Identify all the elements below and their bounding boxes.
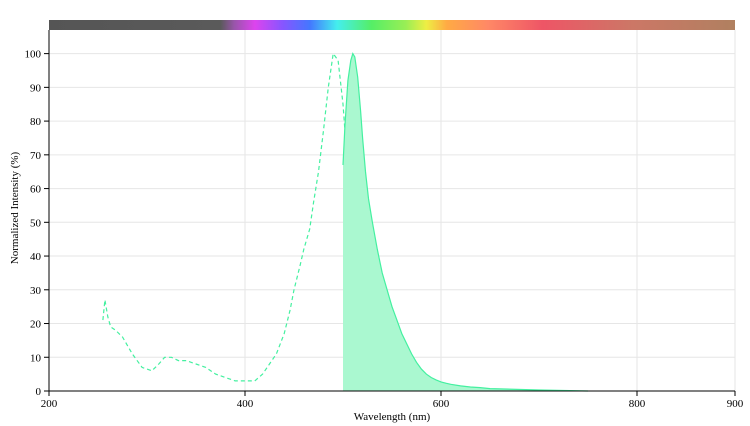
y-tick-label: 80	[30, 116, 42, 128]
y-tick-label: 60	[30, 184, 42, 196]
spectrum-bar	[49, 20, 735, 30]
series-layer	[102, 52, 589, 392]
x-tick-label: 600	[433, 398, 450, 410]
y-tick-label: 30	[30, 285, 42, 297]
x-axis-label: Wavelength (nm)	[354, 411, 431, 423]
x-tick-label: 200	[41, 398, 58, 410]
y-tick-label: 100	[25, 49, 42, 61]
x-tick-label: 400	[237, 398, 254, 410]
y-tick-label: 10	[30, 352, 42, 364]
emission-line	[342, 52, 589, 392]
excitation-line	[102, 52, 349, 382]
x-tick-label: 900	[727, 398, 744, 410]
y-axis-label: Normalized Intensity (%)	[9, 151, 21, 264]
y-tick-label: 90	[30, 82, 42, 94]
y-tick-label: 20	[30, 319, 42, 331]
y-tick-label: 40	[30, 251, 42, 263]
y-tick-label: 50	[30, 217, 42, 229]
emission-area	[343, 53, 588, 391]
y-tick-label: 0	[36, 386, 42, 398]
y-tick-label: 70	[30, 150, 42, 162]
axes	[44, 30, 736, 396]
x-tick-label: 800	[629, 398, 646, 410]
tick-labels: 0 10 20 30 40 50 60 70 80 90 100 200 400 600 800 900	[25, 49, 744, 410]
